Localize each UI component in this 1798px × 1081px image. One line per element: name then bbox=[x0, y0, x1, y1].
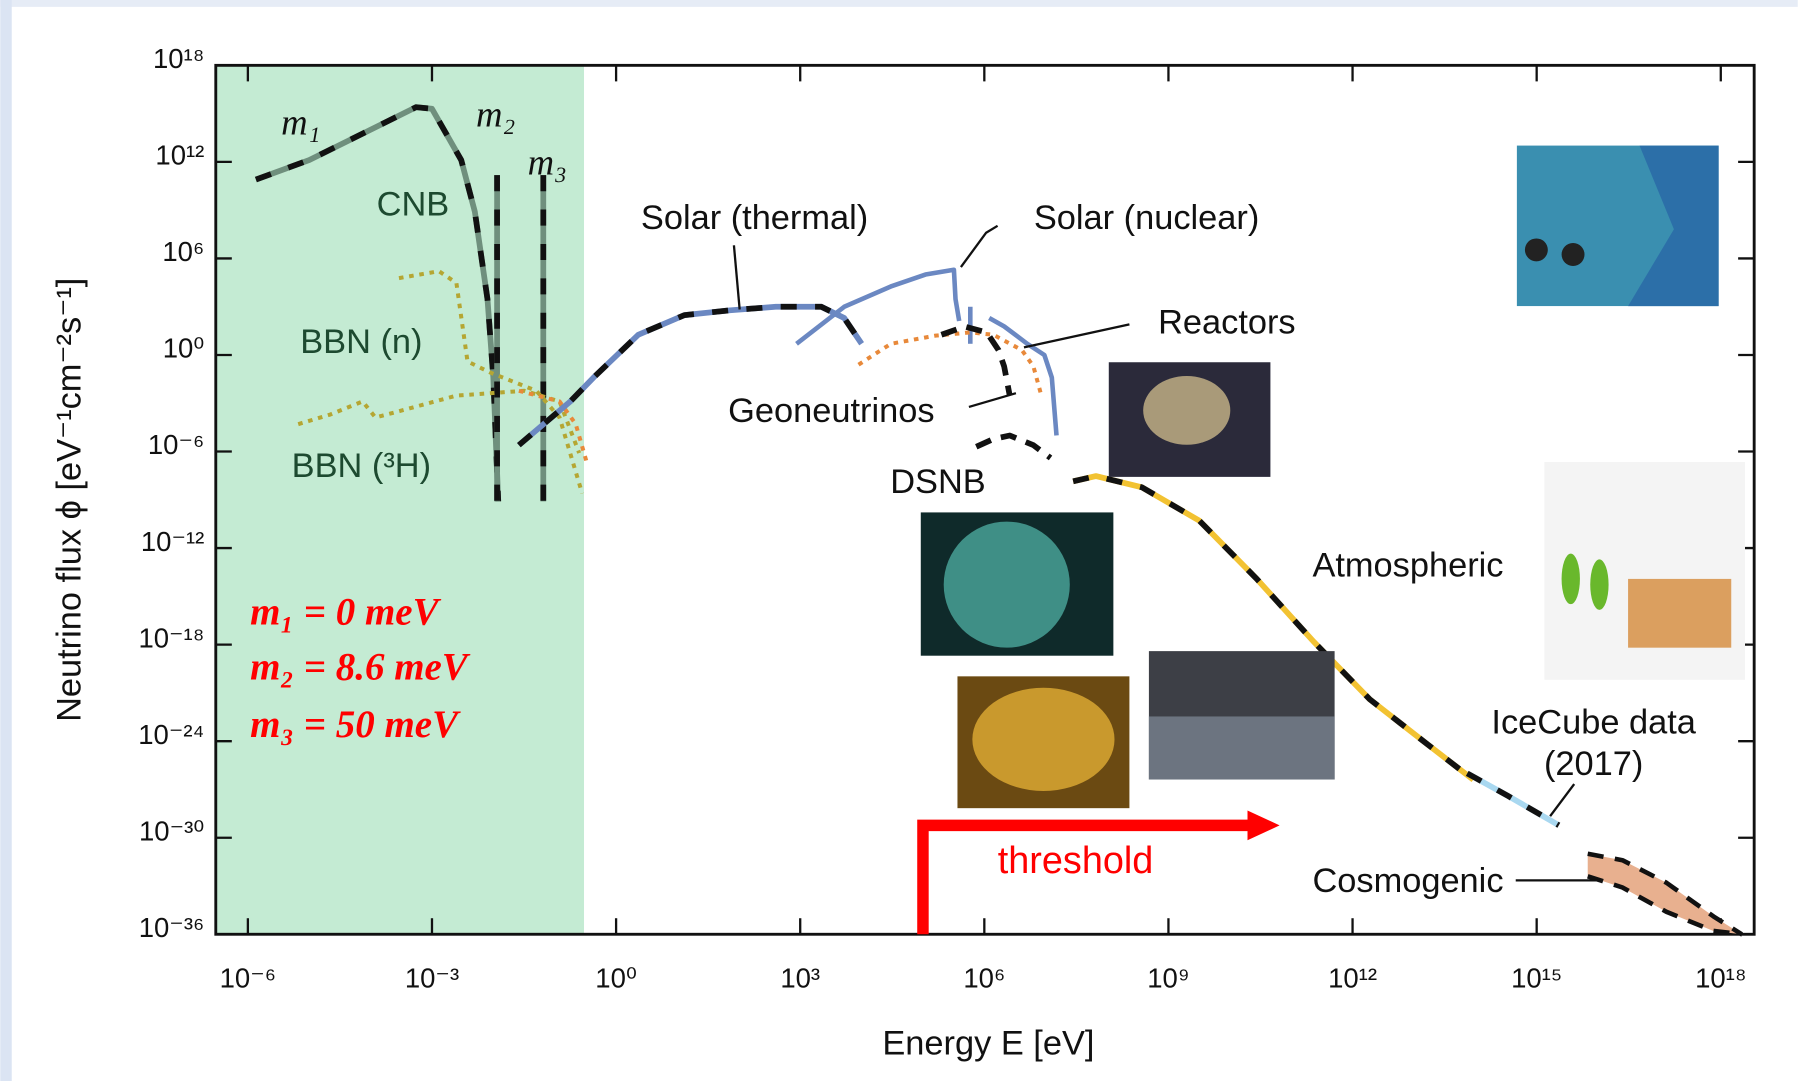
series-label: m₃ bbox=[528, 142, 567, 183]
annotation: CNB bbox=[377, 185, 450, 223]
series-label: m₁ bbox=[281, 102, 320, 143]
y-tick-label: 10⁰ bbox=[163, 333, 205, 364]
photo-shape bbox=[944, 522, 1070, 648]
x-tick-label: 10⁻⁶ bbox=[220, 962, 276, 993]
photo-shape bbox=[1525, 238, 1548, 261]
series-label: m₂ bbox=[476, 93, 515, 134]
y-tick-label: 10⁻¹⁸ bbox=[138, 622, 204, 653]
series-label: Solar (nuclear) bbox=[1034, 199, 1259, 237]
left-band bbox=[0, 0, 11, 1081]
photo-shape bbox=[1590, 559, 1608, 609]
x-tick-label: 10⁶ bbox=[963, 962, 1005, 993]
y-tick-label: 10⁻³⁰ bbox=[139, 815, 204, 846]
y-tick-label: 10¹² bbox=[155, 140, 204, 171]
threshold-label: threshold bbox=[998, 840, 1154, 882]
annotation: m₃ = 50 meV bbox=[250, 703, 461, 746]
annotation: m₂ = 8.6 meV bbox=[250, 646, 471, 689]
series-label: BBN (³H) bbox=[292, 447, 431, 485]
x-tick-label: 10¹⁸ bbox=[1695, 962, 1746, 993]
x-tick-label: 10⁹ bbox=[1147, 962, 1189, 993]
photo-shape bbox=[1562, 554, 1580, 604]
x-tick-label: 10¹⁵ bbox=[1511, 962, 1562, 993]
x-tick-label: 10⁰ bbox=[595, 962, 637, 993]
series-label: BBN (n) bbox=[300, 323, 422, 361]
y-tick-label: 10⁻³⁶ bbox=[139, 912, 205, 943]
series-label: Cosmogenic bbox=[1312, 862, 1503, 900]
y-tick-label: 10¹⁸ bbox=[153, 43, 204, 74]
chart: 10⁻⁶ 10⁻³ 10⁰ 10³ 10⁶ 10⁹ 10¹² 10¹⁵ 10¹⁸ 10¹⁸ 10¹²… bbox=[0, 0, 1798, 1081]
photo-shape bbox=[1562, 243, 1585, 266]
x-tick-label: 10⁻³ bbox=[405, 962, 459, 993]
series-label: IceCube data bbox=[1491, 704, 1696, 742]
annotation: (2017) bbox=[1544, 745, 1643, 783]
series-label: Geoneutrinos bbox=[728, 392, 934, 430]
x-tick-label: 10³ bbox=[780, 962, 820, 993]
y-axis-title: Neutrino flux ϕ [eV⁻¹cm⁻²s⁻¹] bbox=[50, 278, 88, 722]
series-label: DSNB bbox=[890, 463, 986, 501]
photo-shape bbox=[1143, 376, 1230, 445]
x-tick-label: 10¹² bbox=[1328, 962, 1377, 993]
y-tick-label: 10⁻¹² bbox=[141, 526, 204, 557]
series-label: Solar (thermal) bbox=[641, 199, 868, 237]
y-tick-label: 10⁻²⁴ bbox=[138, 719, 204, 750]
series-label: Reactors bbox=[1158, 303, 1296, 341]
y-tick-label: 10⁶ bbox=[162, 236, 204, 267]
annotation: m₁ = 0 meV bbox=[250, 591, 441, 634]
y-tick-label: 10⁻⁶ bbox=[148, 429, 204, 460]
page: 10⁻⁶ 10⁻³ 10⁰ 10³ 10⁶ 10⁹ 10¹² 10¹⁵ 10¹⁸ 10¹⁸ 10¹²… bbox=[0, 0, 1798, 1081]
top-band bbox=[0, 0, 1797, 7]
photo-shape bbox=[1149, 716, 1335, 779]
series-label: Atmospheric bbox=[1312, 547, 1503, 585]
photo-shape bbox=[972, 688, 1114, 791]
x-axis-title: Energy E [eV] bbox=[882, 1025, 1094, 1063]
photo-shape bbox=[1628, 579, 1731, 648]
